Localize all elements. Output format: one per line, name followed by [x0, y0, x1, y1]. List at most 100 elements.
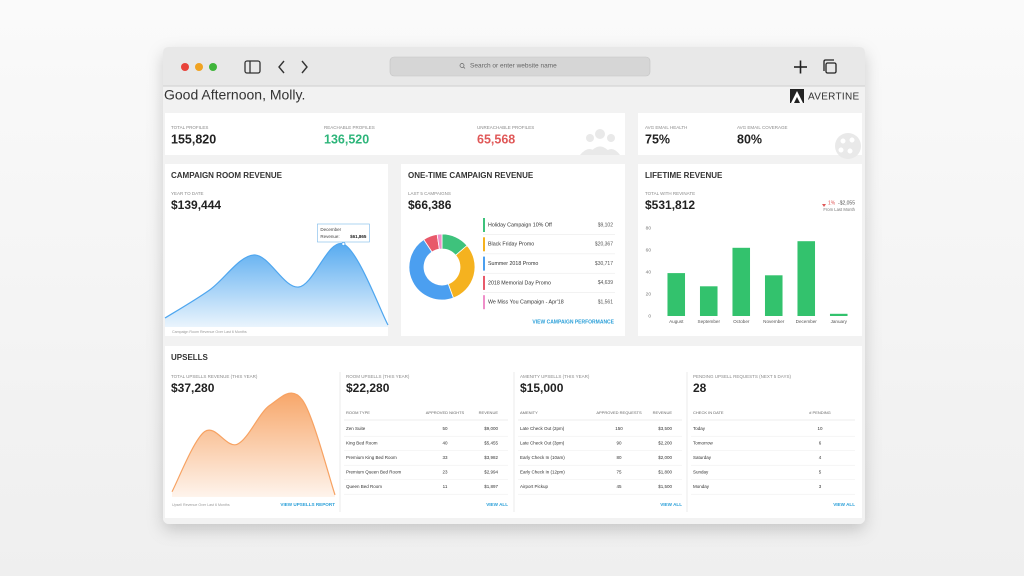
close-button[interactable]	[181, 63, 189, 71]
panel-link[interactable]: VIEW CAMPAIGN PERFORMANCE	[532, 319, 614, 325]
tabs-button[interactable]	[823, 59, 837, 74]
y-tick-label: 20	[646, 291, 652, 297]
table-link[interactable]: VIEW ALL	[486, 502, 508, 507]
email-stats-panel	[638, 113, 862, 155]
stat-value: 136,520	[324, 132, 369, 146]
stat-value: 65,568	[477, 132, 515, 146]
panel-title: LIFETIME REVENUE	[645, 171, 723, 180]
area	[172, 393, 335, 497]
x-tick-label: December	[796, 319, 818, 324]
x-tick-label: September	[698, 319, 721, 324]
panel-title: UPSELLS	[171, 353, 209, 362]
address-placeholder: Search or enter website name	[470, 63, 557, 70]
table-cell: 50	[442, 426, 448, 431]
address-bar[interactable]	[389, 56, 651, 77]
section-value: $15,000	[520, 381, 564, 395]
brand-name: AVERTINE	[808, 92, 860, 103]
stat-label: UNREACHABLE PROFILES	[477, 125, 534, 130]
sidebar-button[interactable]	[244, 60, 261, 74]
section-label: AMENITY UPSELLS (THIS YEAR)	[520, 374, 590, 379]
section-value: $22,280	[346, 381, 390, 395]
table-cell: $1,800	[658, 470, 672, 475]
bar	[797, 241, 816, 316]
one-time-campaign-panel	[401, 164, 625, 336]
table-link[interactable]: VIEW ALL	[660, 502, 682, 507]
table-header: # PENDING	[809, 410, 831, 415]
chart-caption: Campaign Room Revenue Over Last 6 Months	[172, 330, 247, 334]
table-cell: 11	[443, 484, 448, 489]
stat-label: AVG EMAIL COVERAGE	[737, 125, 788, 130]
table-cell: 3	[819, 484, 822, 489]
chart-caption: Upsell Revenue Over Last 6 Months	[172, 503, 230, 507]
legend-value: $1,561	[598, 300, 614, 306]
legend-value: $4,639	[598, 280, 614, 286]
section-value: $37,280	[171, 381, 215, 395]
tooltip	[317, 223, 370, 243]
section-label: PENDING UPSELL REQUESTS (NEXT 5 DAYS)	[693, 374, 791, 379]
donut-slice	[408, 238, 454, 301]
change-amount: -$2,055	[838, 200, 855, 206]
change-arrow	[822, 204, 826, 207]
table-cell: 10	[817, 426, 823, 431]
legend-label: Black Friday Promo	[488, 242, 534, 248]
legend-swatch	[483, 237, 485, 252]
stat-value: 75%	[645, 132, 670, 146]
table-cell: 4	[819, 455, 822, 460]
table-cell: $5,455	[484, 441, 498, 446]
area-line	[164, 243, 389, 326]
panel-period: YEAR TO DATE	[171, 191, 204, 196]
stat-value: 80%	[737, 132, 762, 146]
table-cell: King Bed Room	[346, 441, 378, 446]
legend-swatch	[483, 275, 485, 290]
area-line	[171, 392, 336, 496]
legend-value: $30,717	[595, 261, 613, 267]
tooltip-label: Revenue:	[320, 234, 339, 239]
panel-period: TOTAL WITH REVINATE	[645, 191, 695, 196]
table-cell: Today	[693, 426, 706, 431]
table-cell: Monday	[693, 484, 710, 489]
table-cell: 40	[442, 441, 448, 446]
table-cell: $2,200	[658, 441, 672, 446]
section-value: 28	[693, 381, 707, 395]
table-cell: 23	[442, 470, 448, 475]
legend-label: Summer 2018 Promo	[488, 261, 538, 267]
table-cell: Late Check Out (2pm)	[520, 426, 565, 431]
y-tick-label: 80	[646, 225, 652, 231]
search-icon-handle	[463, 66, 466, 69]
table-cell: Zen Suite	[346, 426, 366, 431]
panel-title: CAMPAIGN ROOM REVENUE	[171, 171, 283, 180]
table-cell: 6	[819, 441, 822, 446]
panel-link[interactable]: VIEW UPSELLS REPORT	[280, 502, 335, 507]
legend-label: We Miss You Campaign - Apr'18	[488, 300, 564, 306]
legend-swatch	[483, 218, 485, 232]
table-cell: 90	[616, 441, 622, 446]
table-cell: $1,897	[484, 484, 498, 489]
x-tick-label: October	[733, 319, 750, 324]
forward-button[interactable]	[301, 60, 308, 74]
maximize-button[interactable]	[209, 63, 217, 71]
table-header: APPROVED REQUESTS	[596, 410, 642, 415]
back-button[interactable]	[278, 60, 285, 74]
greeting: Good Afternoon, Molly.	[164, 87, 305, 103]
table-cell: Airport Pickup	[520, 484, 549, 489]
table-cell: 150	[615, 426, 623, 431]
new-tab-button[interactable]	[794, 60, 807, 74]
panel-title: ONE-TIME CAMPAIGN REVENUE	[408, 171, 534, 180]
section-label: TOTAL UPSELLS REVENUE (THIS YEAR)	[171, 374, 258, 379]
panel-period: LAST 5 CAMPAIGNS	[408, 191, 451, 196]
legend-label: 2018 Memorial Day Promo	[488, 280, 551, 286]
table-link[interactable]: VIEW ALL	[833, 502, 855, 507]
table-cell: 5	[819, 470, 822, 475]
tooltip-month: December	[320, 227, 341, 232]
change-note: From Last Month	[823, 207, 855, 212]
table-cell: 75	[616, 470, 622, 475]
minimize-button[interactable]	[195, 63, 203, 71]
table-header: CHECK IN DATE	[693, 410, 724, 415]
panel-total: $531,812	[645, 198, 695, 212]
table-cell: 33	[442, 455, 448, 460]
table-cell: Tomorrow	[693, 441, 714, 446]
table-cell: $3,500	[658, 426, 672, 431]
film-icon	[835, 133, 861, 159]
